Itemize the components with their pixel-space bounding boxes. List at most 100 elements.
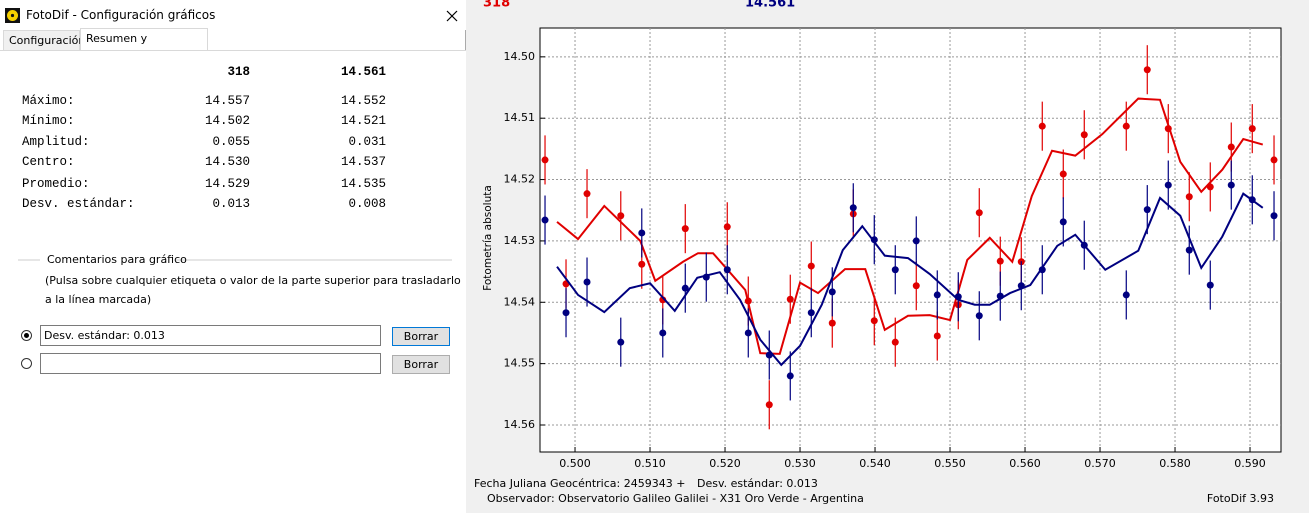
x-tick-label: 0.520 <box>709 457 741 470</box>
observer-label: Observador: Observatorio Galileo Galilei… <box>487 492 864 505</box>
data-point <box>1206 281 1214 289</box>
x-tick-label: 0.500 <box>559 457 591 470</box>
data-point <box>744 297 752 305</box>
comment-input[interactable]: Desv. estándar: 0.013 <box>40 325 381 346</box>
group-label: Comentarios para gráfico <box>47 253 187 266</box>
series-label: 318 <box>483 0 510 11</box>
data-point <box>996 257 1004 265</box>
chart: Fecha Juliana Geocéntrica: 2459343 + Des… <box>468 0 1309 512</box>
stdev-label: Desv. estándar: 0.013 <box>697 477 818 490</box>
data-point <box>1080 131 1088 139</box>
title-bar: FotoDif - Configuración gráficos <box>0 0 466 30</box>
data-point <box>1038 266 1046 274</box>
data-point <box>1143 206 1151 214</box>
data-point <box>617 212 625 220</box>
cell: 14.537 <box>340 155 386 169</box>
row-label: Promedio: <box>22 177 90 191</box>
data-point <box>1185 246 1193 254</box>
close-button[interactable] <box>446 10 458 22</box>
data-point <box>828 319 836 327</box>
data-point <box>1185 193 1193 201</box>
comment-input[interactable] <box>40 353 381 374</box>
x-tick-label: 0.550 <box>934 457 966 470</box>
x-tick-label: 0.540 <box>859 457 891 470</box>
cell: 0.008 <box>348 197 386 211</box>
x-tick-label: 0.560 <box>1009 457 1041 470</box>
y-tick-label: 14.53 <box>504 234 536 247</box>
row-label: Mínimo: <box>22 114 75 128</box>
data-point <box>541 216 549 224</box>
cell: 14.530 <box>204 155 250 169</box>
y-axis-label: Fotometría absoluta <box>482 185 494 291</box>
data-point <box>541 156 549 164</box>
clear-button[interactable]: Borrar <box>392 355 450 374</box>
data-point <box>933 332 941 340</box>
plot-area <box>539 27 1282 453</box>
tab-selected[interactable]: Resumen y comentarios <box>80 28 208 65</box>
app-icon <box>5 8 20 23</box>
data-point <box>1227 181 1235 189</box>
data-point <box>702 273 710 281</box>
date-label: Fecha Juliana Geocéntrica: 2459343 + <box>474 477 685 490</box>
data-point <box>681 284 689 292</box>
data-point <box>1227 143 1235 151</box>
row-label: Máximo: <box>22 94 75 108</box>
data-point <box>723 266 731 274</box>
data-point <box>765 401 773 409</box>
data-point <box>617 338 625 346</box>
data-point <box>807 262 815 270</box>
data-point <box>638 260 646 268</box>
data-point <box>1164 125 1172 133</box>
radio-button[interactable] <box>21 358 32 369</box>
data-point <box>562 309 570 317</box>
y-tick-label: 14.50 <box>504 50 536 63</box>
data-point <box>912 237 920 245</box>
cell: 14.529 <box>204 177 250 191</box>
data-point <box>870 236 878 244</box>
tab[interactable]: Configuración <box>3 30 85 50</box>
table-header: 14.561 <box>340 65 386 79</box>
data-point <box>638 229 646 237</box>
cell: 14.535 <box>340 177 386 191</box>
data-point <box>807 309 815 317</box>
data-point <box>1248 196 1256 204</box>
x-tick-label: 0.530 <box>784 457 816 470</box>
radio-button[interactable] <box>21 330 32 341</box>
data-point <box>765 351 773 359</box>
clear-button[interactable]: Borrar <box>392 327 450 346</box>
data-point <box>1038 122 1046 130</box>
table-header: 318 <box>227 65 250 79</box>
data-point <box>1164 181 1172 189</box>
window-title: FotoDif - Configuración gráficos <box>26 8 216 22</box>
cell: 14.557 <box>204 94 250 108</box>
data-point <box>681 225 689 233</box>
cell: 0.013 <box>212 197 250 211</box>
tab-panel <box>0 50 466 513</box>
dialog: FotoDif - Configuración gráficos Configu… <box>0 0 466 513</box>
data-point <box>1248 125 1256 133</box>
data-point <box>583 278 591 286</box>
data-point <box>870 317 878 325</box>
y-tick-label: 14.56 <box>504 418 536 431</box>
cell: 14.552 <box>340 94 386 108</box>
trend-line <box>556 97 1264 355</box>
data-point <box>1059 170 1067 178</box>
data-point <box>1270 212 1278 220</box>
data-point <box>975 209 983 217</box>
data-point <box>996 292 1004 300</box>
data-point <box>954 293 962 301</box>
trend-line <box>556 192 1264 367</box>
x-tick-label: 0.580 <box>1159 457 1191 470</box>
y-tick-label: 14.55 <box>504 357 536 370</box>
data-point <box>659 329 667 337</box>
cell: 0.031 <box>348 135 386 149</box>
data-point <box>1122 291 1130 299</box>
cell: 0.055 <box>212 135 250 149</box>
data-point <box>849 204 857 212</box>
data-point <box>1143 66 1151 74</box>
data-point <box>1059 218 1067 226</box>
data-point <box>723 223 731 231</box>
series-label: 14.561 <box>745 0 795 11</box>
data-point <box>912 282 920 290</box>
row-label: Desv. estándar: <box>22 197 135 211</box>
